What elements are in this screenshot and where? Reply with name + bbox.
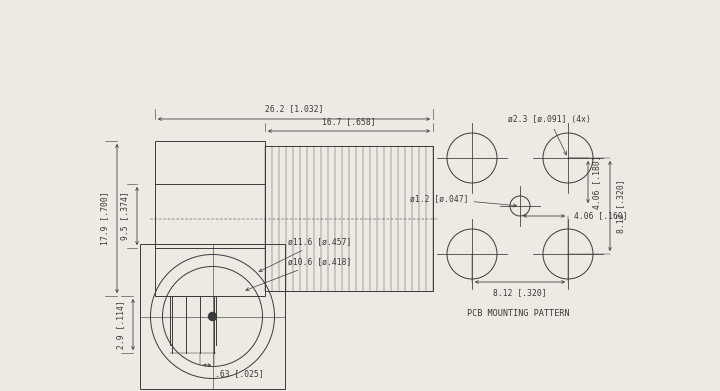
Text: ø2.3 [ø.091] (4x): ø2.3 [ø.091] (4x) [508, 115, 591, 155]
Text: ø1.2 [ø.047]: ø1.2 [ø.047] [410, 194, 516, 207]
Text: 4.06 [.180]: 4.06 [.180] [592, 155, 601, 209]
Text: ø11.6 [ø.457]: ø11.6 [ø.457] [259, 237, 351, 272]
Text: 26.2 [1.032]: 26.2 [1.032] [265, 104, 323, 113]
Text: .63 [.025]: .63 [.025] [215, 369, 264, 378]
Text: 8.12 [.320]: 8.12 [.320] [493, 288, 546, 297]
Text: 4.06 [.160]: 4.06 [.160] [574, 212, 628, 221]
Bar [155, 141, 265, 296]
Text: PCB MOUNTING PATTERN: PCB MOUNTING PATTERN [467, 309, 570, 318]
Bar [140, 244, 285, 389]
Circle shape [209, 312, 217, 321]
Bar [265, 146, 433, 291]
Text: 9.5 [.374]: 9.5 [.374] [120, 192, 129, 240]
Text: 8.12 [.320]: 8.12 [.320] [616, 179, 625, 233]
Text: ø10.6 [ø.418]: ø10.6 [ø.418] [246, 258, 351, 291]
Text: 2.9 [.114]: 2.9 [.114] [116, 300, 125, 349]
Text: 16.7 [.658]: 16.7 [.658] [322, 117, 376, 126]
Text: 17.9 [.700]: 17.9 [.700] [100, 192, 109, 245]
